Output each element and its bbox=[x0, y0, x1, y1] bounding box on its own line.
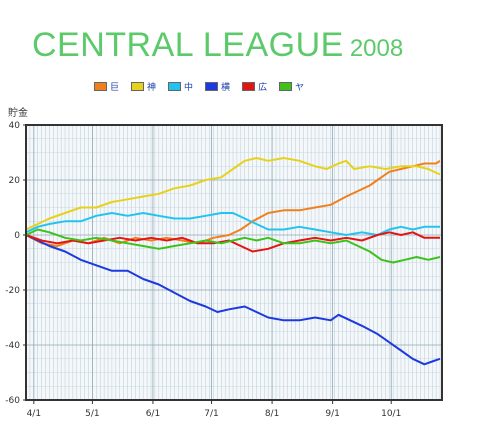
y-tick-label: 20 bbox=[9, 176, 21, 186]
x-tick-label: 6/1 bbox=[146, 409, 160, 419]
legend-item: 横 bbox=[205, 80, 230, 93]
series-line-4 bbox=[25, 231, 440, 253]
legend-swatch bbox=[205, 82, 219, 91]
y-tick-label: 40 bbox=[9, 121, 21, 131]
plot-frame bbox=[25, 124, 443, 401]
x-tick-label: 9/1 bbox=[325, 409, 339, 419]
y-axis-label: 貯金 bbox=[8, 106, 28, 119]
legend: 巨神中横広ヤ bbox=[94, 80, 316, 93]
legend-label: ヤ bbox=[295, 83, 305, 93]
x-tick-label: 5/1 bbox=[85, 409, 99, 419]
legend-swatch bbox=[168, 82, 182, 91]
chart-title: CENTRAL LEAGUE 2008 bbox=[32, 28, 403, 62]
y-tick-label: 0 bbox=[14, 231, 20, 241]
legend-label: 横 bbox=[221, 83, 231, 93]
legend-swatch bbox=[242, 82, 256, 91]
legend-label: 中 bbox=[184, 83, 194, 93]
x-tick-label: 10/1 bbox=[381, 409, 401, 419]
x-tick-label: 4/1 bbox=[27, 409, 41, 419]
series-line-5 bbox=[25, 228, 441, 264]
legend-item: ヤ bbox=[279, 80, 304, 93]
legend-item: 中 bbox=[168, 80, 193, 93]
legend-item: 神 bbox=[131, 80, 156, 93]
series-line-1 bbox=[25, 157, 441, 231]
legend-swatch bbox=[94, 82, 107, 91]
y-tick-label: -20 bbox=[5, 286, 20, 296]
legend-swatch bbox=[279, 82, 293, 91]
chart-title-year: 2008 bbox=[349, 35, 404, 62]
y-tick-label: -60 bbox=[5, 396, 20, 406]
legend-label: 巨 bbox=[110, 83, 120, 93]
legend-label: 広 bbox=[258, 83, 268, 93]
legend-swatch bbox=[131, 82, 145, 91]
legend-item: 広 bbox=[242, 80, 267, 93]
y-tick-label: -40 bbox=[5, 341, 20, 351]
x-tick-label: 8/1 bbox=[265, 409, 279, 419]
legend-label: 神 bbox=[147, 83, 157, 93]
series-line-3 bbox=[25, 234, 441, 366]
legend-item: 巨 bbox=[94, 80, 119, 93]
chart-title-main: CENTRAL LEAGUE bbox=[32, 26, 344, 64]
x-tick-label: 7/1 bbox=[204, 409, 218, 419]
